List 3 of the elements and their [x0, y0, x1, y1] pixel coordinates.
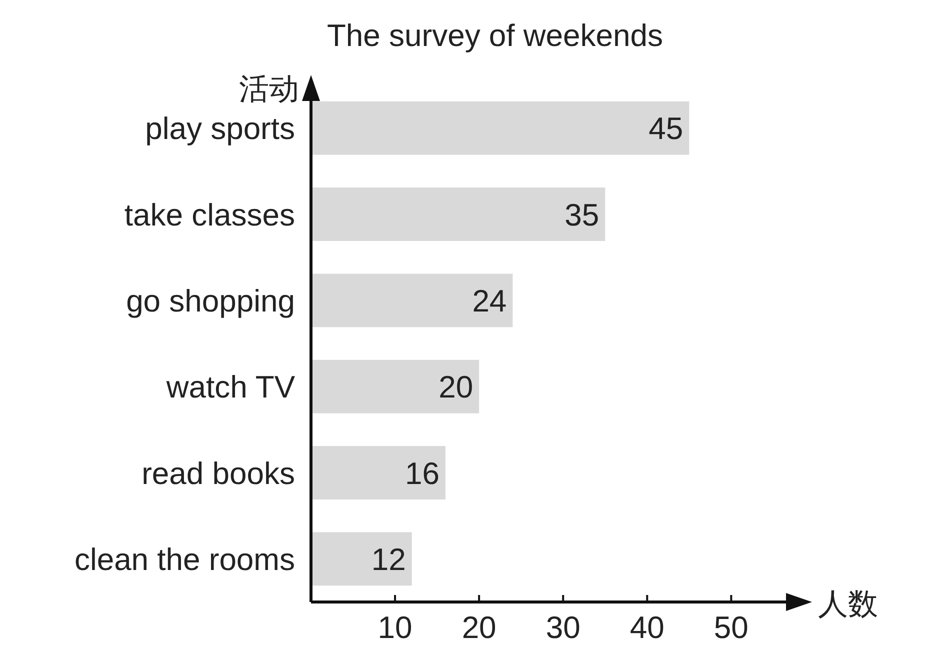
title: The survey of weekends	[327, 18, 663, 53]
ylabel: 活动	[239, 73, 299, 106]
xlabel: 人数	[818, 588, 878, 621]
